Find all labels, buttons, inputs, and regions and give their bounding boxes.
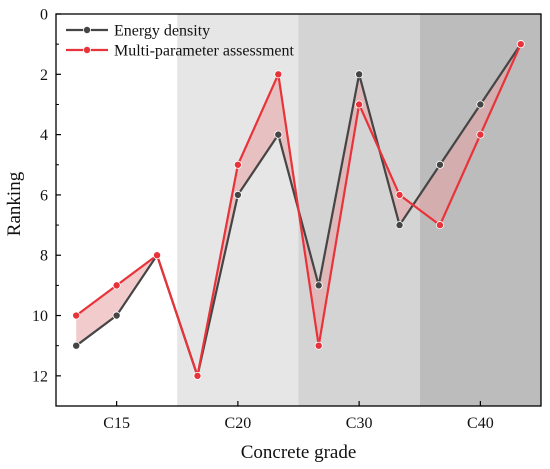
data-point-energy-density	[274, 130, 283, 139]
data-point-energy-density	[395, 221, 404, 230]
y-tick-label: 10	[32, 308, 48, 325]
data-point-energy-density	[72, 341, 81, 350]
axes: 0 2 4 6 8 10 12 C15 C20 C30 C40	[32, 7, 542, 432]
data-point-energy-density	[435, 160, 444, 169]
x-tick-label: C40	[467, 415, 494, 432]
legend-label-multi-parameter: Multi-parameter assessment	[114, 43, 295, 60]
plot-frame	[55, 13, 542, 407]
y-tick-label: 0	[40, 7, 48, 24]
data-point-multi-parameter	[314, 341, 323, 350]
y-tick-label: 6	[40, 187, 48, 204]
y-tick-label: 12	[32, 368, 48, 385]
legend-label-energy-density: Energy density	[114, 23, 210, 40]
y-tick-label: 4	[40, 127, 48, 144]
series-line-multi-parameter	[75, 43, 522, 377]
legend-marker-multi-parameter	[83, 46, 92, 55]
y-tick-label: 8	[40, 248, 48, 265]
data-point-multi-parameter	[274, 70, 283, 79]
data-point-energy-density	[355, 70, 364, 79]
data-point-multi-parameter	[72, 311, 81, 320]
data-point-multi-parameter	[233, 160, 242, 169]
data-point-energy-density	[314, 281, 323, 290]
data-point-multi-parameter	[112, 281, 121, 290]
y-axis-title: Ranking	[4, 171, 25, 236]
data-point-multi-parameter	[476, 130, 485, 139]
data-point-multi-parameter	[435, 221, 444, 230]
x-tick-label: C20	[225, 415, 252, 432]
data-point-energy-density	[476, 100, 485, 109]
x-tick-label: C30	[346, 415, 373, 432]
data-point-multi-parameter	[395, 190, 404, 199]
y-tick-label: 2	[40, 67, 48, 84]
data-point-multi-parameter	[516, 40, 525, 49]
data-point-multi-parameter	[355, 100, 364, 109]
series-layer	[72, 40, 525, 380]
data-point-energy-density	[112, 311, 121, 320]
legend-marker-energy-density	[83, 25, 92, 34]
x-axis-title: Concrete grade	[241, 442, 357, 463]
x-tick-label: C15	[103, 415, 130, 432]
data-point-multi-parameter	[193, 371, 202, 380]
legend: Energy density Multi-parameter assessment	[66, 23, 295, 60]
data-point-multi-parameter	[153, 251, 162, 260]
data-point-energy-density	[233, 190, 242, 199]
